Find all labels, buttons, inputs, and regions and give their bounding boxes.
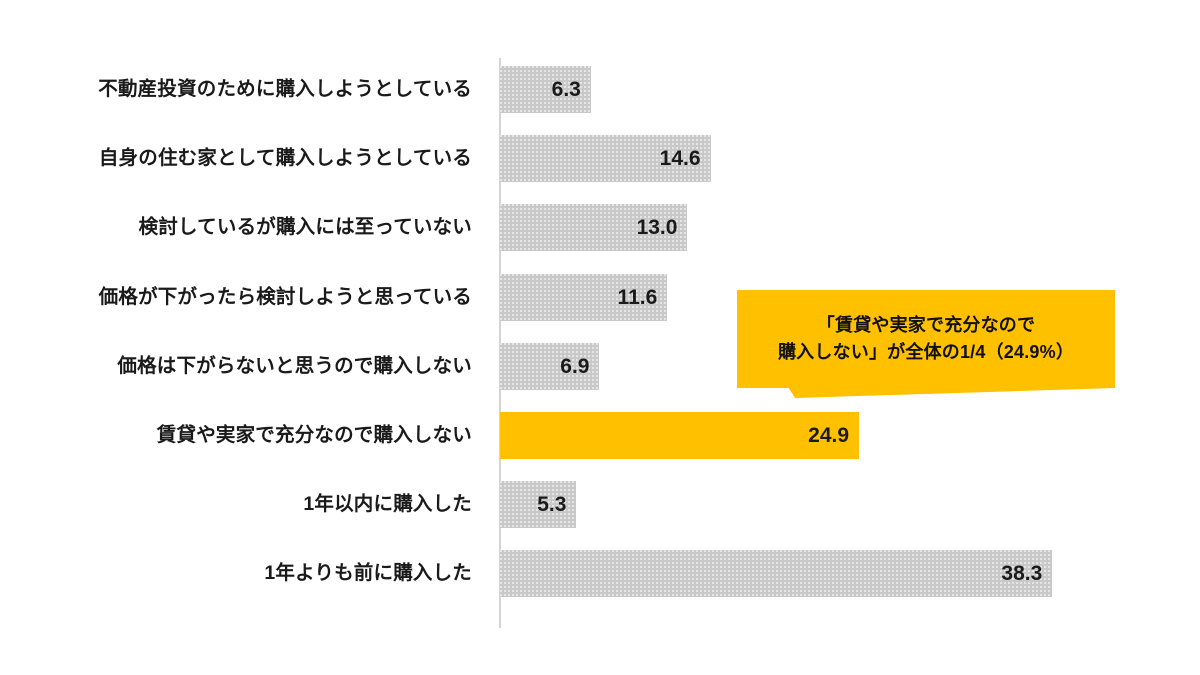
bar-row: 価格が下がったら検討しようと思っている 11.6 [0,273,1200,321]
bar-row: 1年以内に購入した 5.3 [0,481,1200,529]
bar-value-label: 14.6 [659,147,701,171]
bar-value-label: 38.3 [1001,562,1043,586]
category-label: 1年以内に購入した [303,493,472,516]
category-label: 価格は下がらないと思うので購入しない [117,354,472,377]
category-label: 検討しているが購入には至っていない [138,216,472,239]
bar-value-label: 13.0 [636,216,678,240]
bar [500,66,591,113]
bar-value-label: 11.6 [617,285,658,309]
bar [500,273,668,321]
bar-row: 検討しているが購入には至っていない 13.0 [0,204,1200,252]
category-label: 賃貸や実家で充分なので購入しない [156,424,472,446]
category-label: 不動産投資のために購入しようとしている [98,78,472,100]
bar-highlight [500,412,860,459]
bar-value-label: 24.9 [808,424,850,447]
bar-row: 価格は下がらないと思うので購入しない 6.9 [0,342,1200,390]
bar-row: 自身の住む家として購入しようとしている 14.6 [0,135,1200,183]
bar-value-label: 6.3 [551,78,581,101]
category-label: 価格が下がったら検討しようと思っている [98,285,472,308]
annotation-callout-text: 「賃貸や実家で充分なので 購入しない」が全体の1/4（24.9%） [777,315,1075,362]
bar [500,342,600,390]
category-label: 自身の住む家として購入しようとしている [98,147,472,170]
bar-row: 不動産投資のために購入しようとしている 6.3 [0,66,1200,113]
annotation-callout-tail [785,382,1115,398]
bar [500,481,577,529]
category-label: 1年よりも前に購入した [264,562,472,585]
bar [500,550,1053,598]
bar-row: 賃貸や実家で充分なので購入しない 24.9 [0,412,1200,459]
bar-value-label: 5.3 [537,493,567,517]
bar [500,204,688,252]
bar-row: 1年よりも前に購入した 38.3 [0,550,1200,598]
bar-value-label: 6.9 [560,354,590,378]
annotation-callout: 「賃貸や実家で充分なので 購入しない」が全体の1/4（24.9%） [737,290,1115,388]
bar [500,135,711,183]
